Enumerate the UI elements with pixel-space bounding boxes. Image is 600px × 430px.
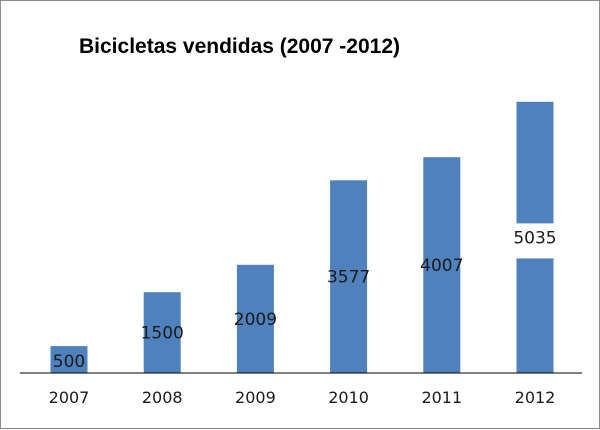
x-tick-label: 2007 [49,388,90,407]
bar-2011 [423,157,461,373]
bar-2007 [50,346,88,373]
x-tick-label: 2012 [515,388,556,407]
x-tick-label: 2009 [235,388,276,407]
data-label: 1500 [141,324,184,344]
data-label: 500 [53,352,85,372]
chart-title: Bicicletas vendidas (2007 -2012) [79,35,401,58]
x-tick-label: 2010 [328,388,369,407]
data-label: 2009 [234,310,277,330]
data-label: 3577 [327,268,370,288]
x-tick-label: 2011 [421,388,462,407]
data-label-box [509,223,561,259]
bar-2008 [143,292,181,373]
x-tick-labels: 2007 2008 2009 2010 2011 2012 [49,388,556,407]
bar-2010 [330,180,368,373]
bars-group [50,101,554,374]
data-labels: 500 1500 2009 3577 4007 5035 [53,223,561,372]
x-tick-label: 2008 [142,388,183,407]
bar-2009 [236,264,274,373]
data-label: 5035 [513,228,556,248]
data-label: 4007 [420,256,463,276]
